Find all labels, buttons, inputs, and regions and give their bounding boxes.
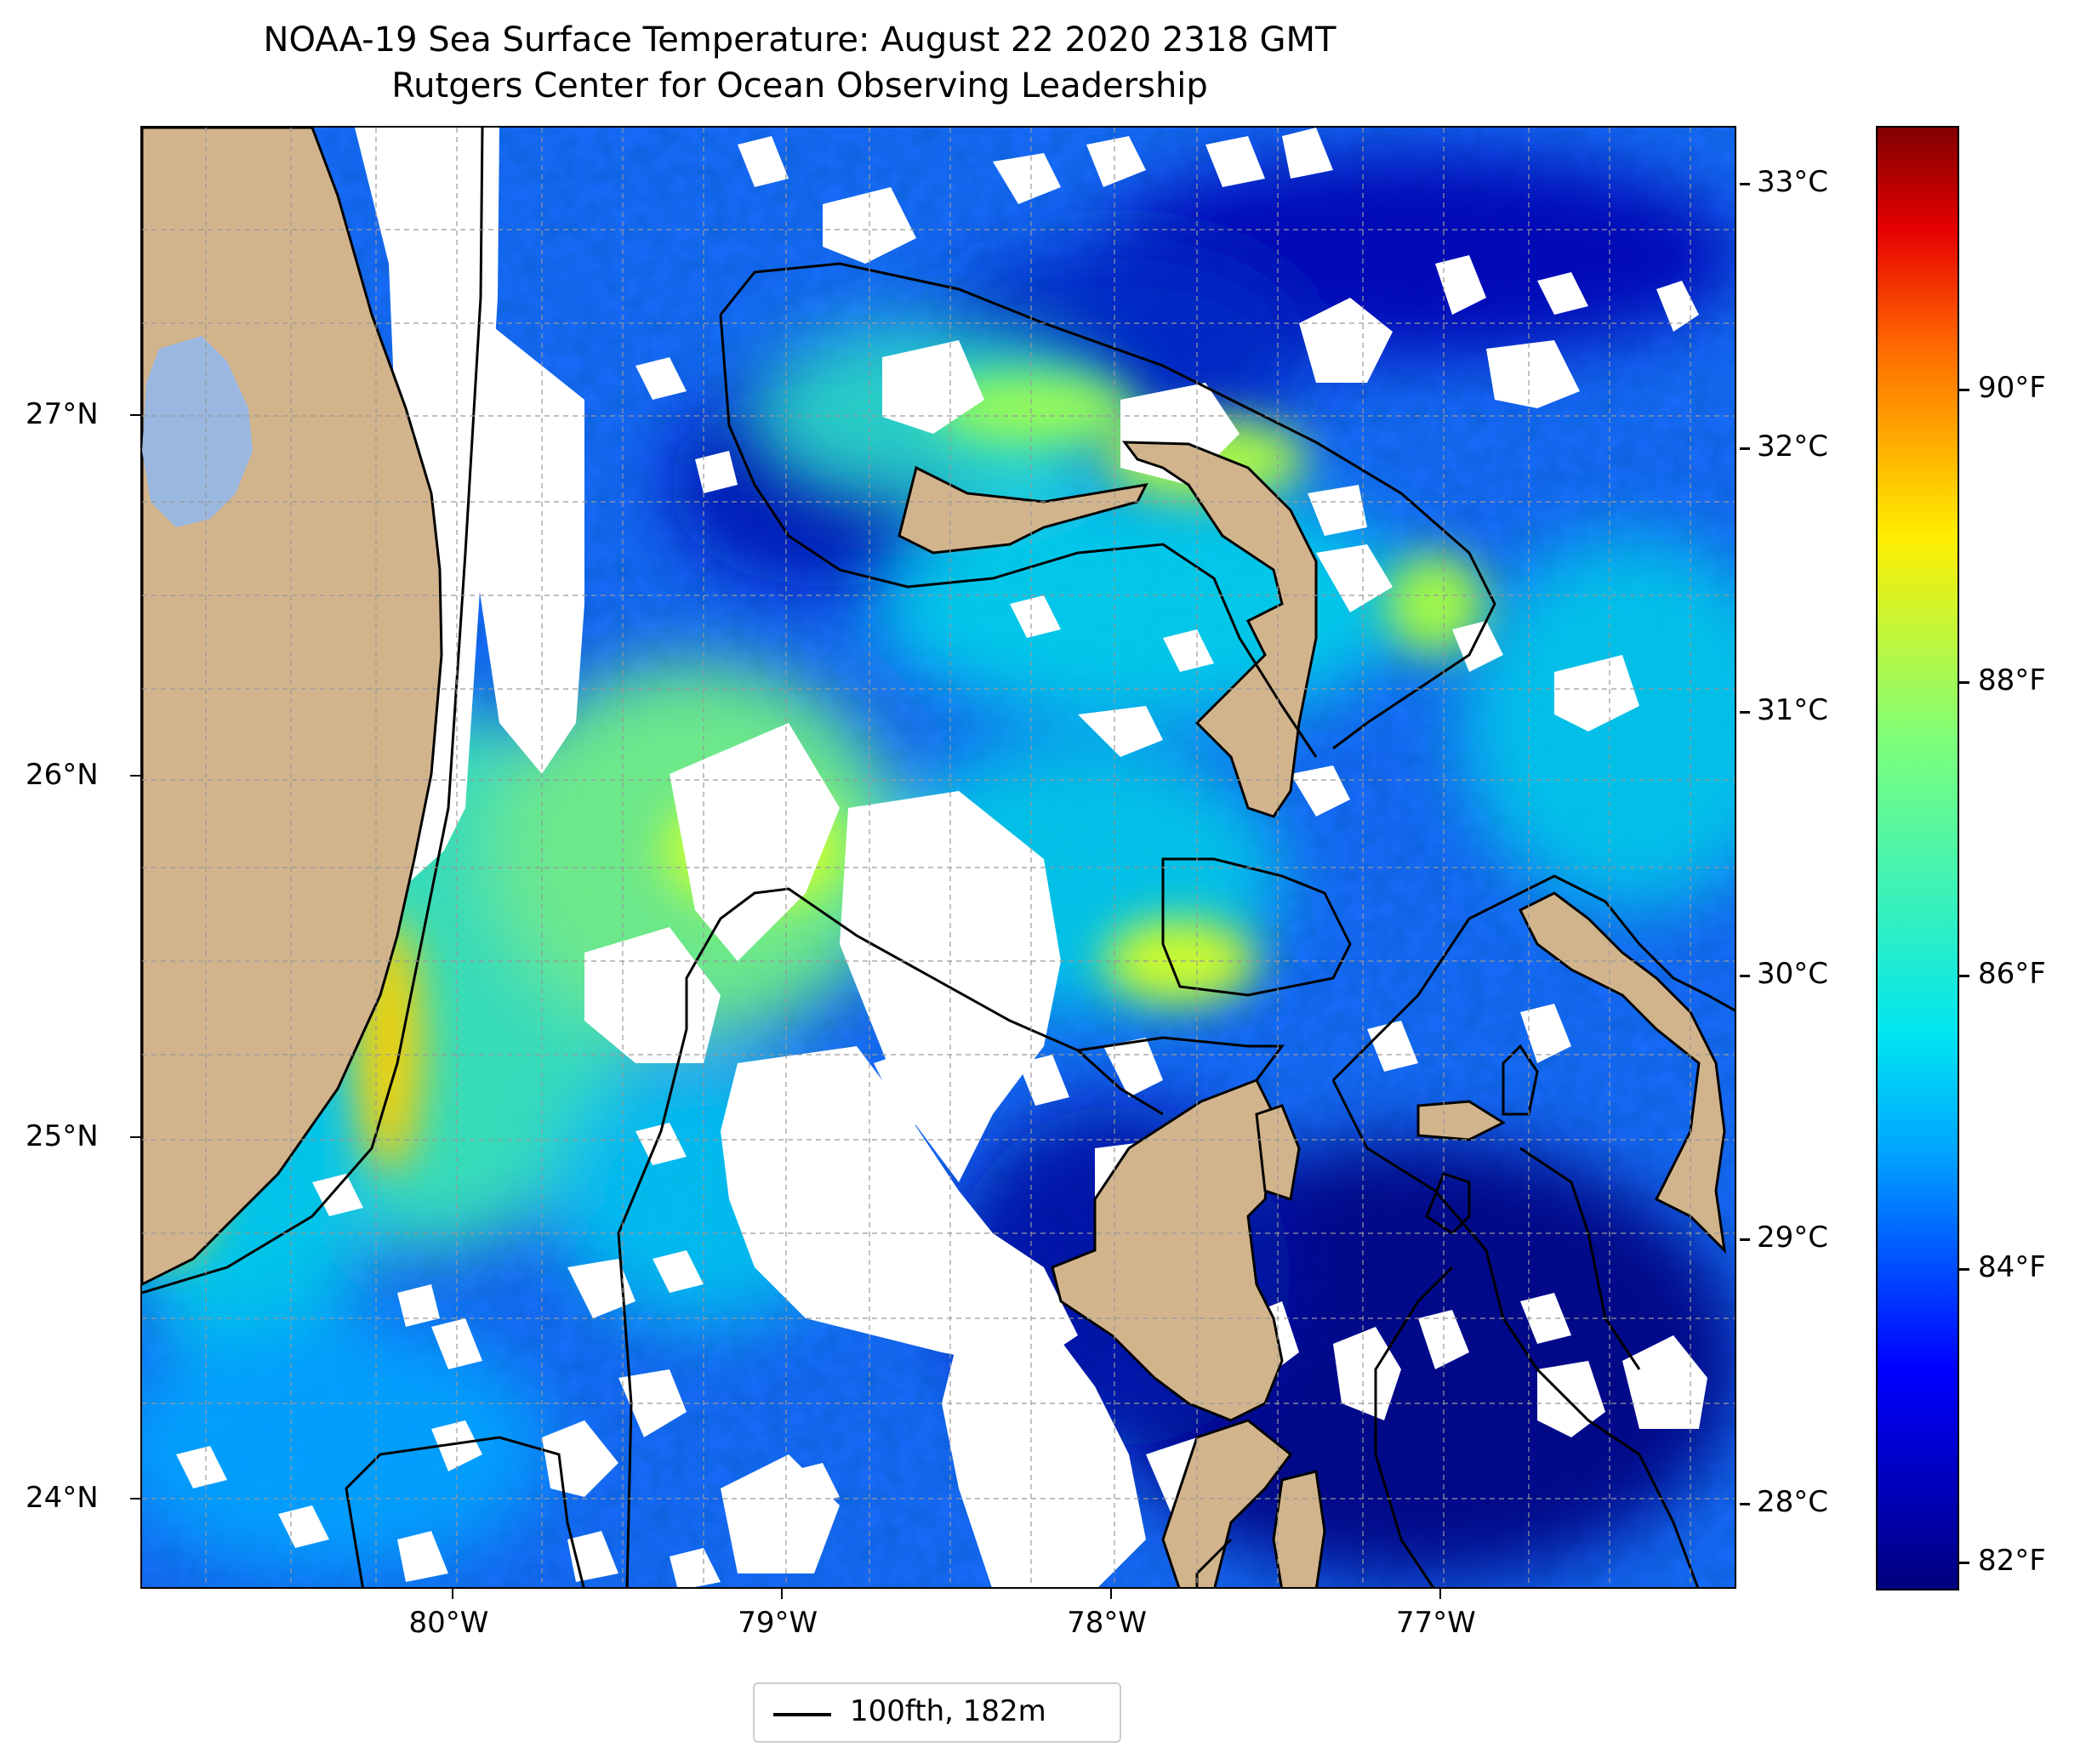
fahrenheit-tick-label: 86°F xyxy=(1978,957,2046,992)
map-title: NOAA-19 Sea Surface Temperature: August … xyxy=(263,20,1337,60)
legend-label: 100fth, 182m xyxy=(850,1694,1046,1728)
lon-tick-mark xyxy=(781,1589,784,1599)
grand-bahama-island xyxy=(898,465,1148,555)
eleuthera-island xyxy=(1518,891,1727,1255)
lat-tick-mark xyxy=(130,1136,140,1139)
celsius-tick-label: 32°C xyxy=(1757,429,1829,464)
fahrenheit-tick-mark xyxy=(1959,388,1969,391)
lat-tick-mark xyxy=(130,775,140,777)
map-subtitle: Rutgers Center for Ocean Observing Leade… xyxy=(391,66,1208,105)
celsius-tick-mark xyxy=(1740,1502,1750,1505)
south-andros-island xyxy=(1161,1419,1293,1587)
celsius-tick-mark xyxy=(1740,447,1750,450)
colorbar xyxy=(1876,126,1959,1590)
legend: 100fth, 182m xyxy=(753,1682,1121,1743)
celsius-tick-mark xyxy=(1740,1238,1750,1242)
celsius-tick-mark xyxy=(1740,710,1750,714)
legend-line-swatch xyxy=(773,1713,831,1716)
lat-tick-label: 24°N xyxy=(26,1480,99,1515)
sst-map xyxy=(140,126,1736,1589)
fahrenheit-tick-label: 90°F xyxy=(1978,370,2046,405)
celsius-tick-mark xyxy=(1740,183,1750,186)
lat-tick-label: 26°N xyxy=(26,758,99,793)
lon-tick-label: 80°W xyxy=(408,1606,489,1640)
lat-tick-label: 25°N xyxy=(26,1119,99,1154)
fahrenheit-tick-label: 88°F xyxy=(1978,663,2046,698)
celsius-tick-label: 29°C xyxy=(1757,1221,1829,1255)
fahrenheit-tick-label: 84°F xyxy=(1978,1249,2046,1284)
lake-okeechobee xyxy=(142,336,253,527)
lon-tick-label: 78°W xyxy=(1067,1606,1147,1640)
celsius-tick-label: 28°C xyxy=(1757,1484,1829,1519)
south-andros-island-east xyxy=(1272,1470,1326,1587)
lon-tick-mark xyxy=(1439,1589,1441,1599)
celsius-tick-label: 31°C xyxy=(1757,692,1829,727)
gridlines xyxy=(142,128,1735,1587)
lon-tick-mark xyxy=(1110,1589,1113,1599)
lat-tick-mark xyxy=(130,413,140,416)
great-abaco-island xyxy=(1121,441,1318,818)
lat-tick-label: 27°N xyxy=(26,396,99,431)
lon-tick-label: 79°W xyxy=(738,1606,818,1640)
lat-tick-mark xyxy=(130,1497,140,1499)
lon-tick-mark xyxy=(452,1589,454,1599)
fahrenheit-tick-mark xyxy=(1959,1267,1969,1271)
celsius-tick-label: 30°C xyxy=(1757,957,1829,992)
celsius-tick-mark xyxy=(1740,975,1750,978)
lon-tick-label: 77°W xyxy=(1395,1606,1476,1640)
isobath-100fth xyxy=(142,128,1735,1587)
fahrenheit-tick-mark xyxy=(1959,975,1969,978)
new-providence-island xyxy=(1416,1100,1507,1141)
celsius-tick-label: 33°C xyxy=(1757,165,1829,200)
sst-map-canvas xyxy=(142,128,1735,1587)
fahrenheit-tick-mark xyxy=(1959,681,1969,685)
fahrenheit-tick-label: 82°F xyxy=(1978,1543,2046,1578)
andros-island xyxy=(1051,1078,1284,1422)
fahrenheit-tick-mark xyxy=(1959,1561,1969,1564)
